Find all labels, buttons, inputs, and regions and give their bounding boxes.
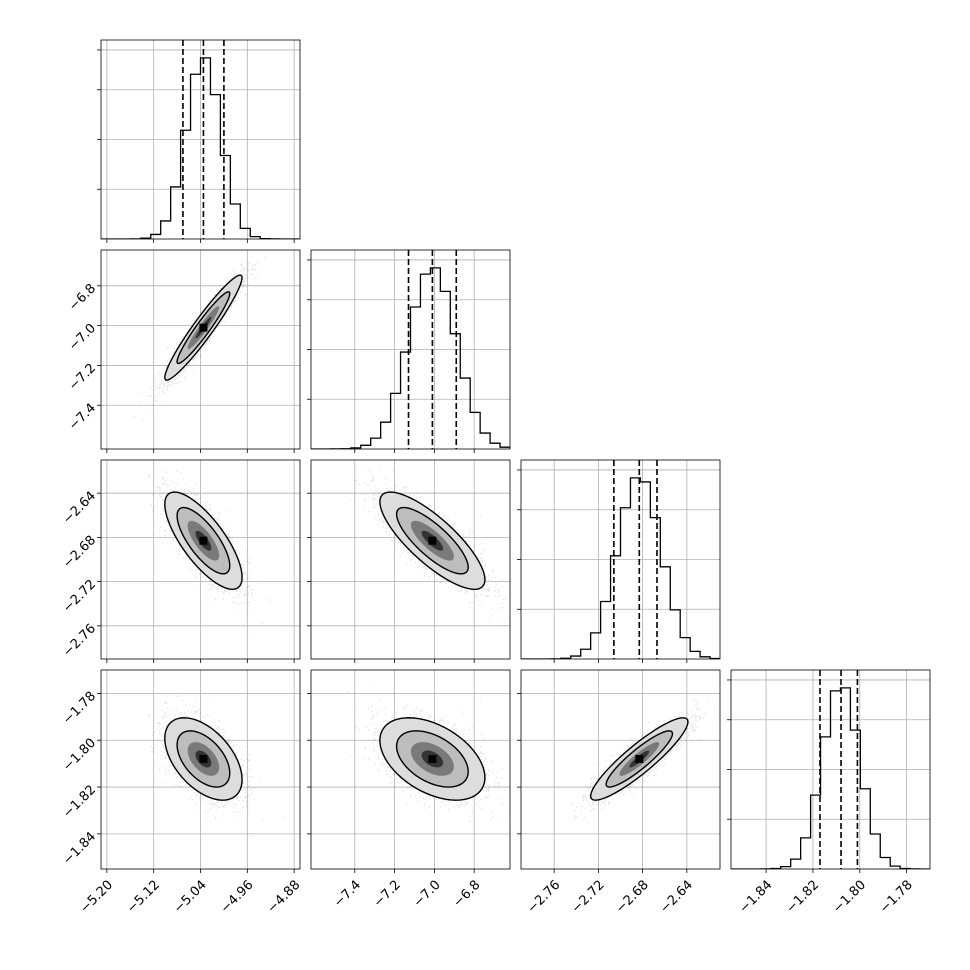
histogram-step [311,267,510,449]
panel-frame [520,669,721,870]
density-peak [635,754,644,763]
panel-plot-1-0 [101,250,300,449]
x-tick-label: −5.12 [124,878,163,917]
y-tick-label: −1.80 [60,736,99,775]
panel-2-1 [307,459,511,663]
panel-2-0: −2.76 −2.72 −2.68 −2.64 [60,459,301,663]
histogram-step [731,687,930,869]
y-tick-label: −7.0 [66,321,99,354]
panel-3-2: −2.76 −2.72 −2.68 −2.64 [517,669,721,917]
panel-plot-3-3 [731,670,930,869]
panel-plot-3-0 [101,670,300,869]
panel-plot-2-1 [311,460,510,659]
panel-3-3: −1.84 −1.82 −1.80 −1.78 [727,669,931,917]
x-tick-label: −1.80 [830,878,869,917]
x-tick-label: −5.04 [171,878,210,917]
y-tick-label: −6.8 [66,281,99,314]
x-tick-label: −1.82 [783,878,822,917]
panel-frame [310,459,511,660]
y-tick-label: −1.78 [60,689,99,728]
x-tick-label: −5.20 [77,878,116,917]
x-tick-label: −2.68 [613,878,652,917]
y-tick-label: −1.82 [60,782,99,821]
density-peak [428,536,437,545]
x-tick-label: −2.64 [657,878,696,917]
y-tick-label: −2.76 [60,621,99,660]
density-peak [199,323,208,332]
y-tick-label: −2.64 [60,489,99,528]
panel-plot-0-0 [101,40,300,239]
y-tick-label: −1.84 [60,829,99,868]
panel-3-0: −5.20 −5.12 −5.04 −4.96 −4.88 −1.84 −1.82 −1.80… [60,669,304,917]
x-tick-label: −7.4 [331,878,364,911]
panel-3-1: −7.4 −7.2 −7.0 −6.8 [307,669,511,911]
panel-plot-2-2 [521,460,720,659]
panel-plot-3-2 [521,670,720,869]
density-peak [199,536,208,545]
x-tick-label: −1.84 [737,878,776,917]
panel-1-0: −7.4 −7.2 −7.0 −6.8 [66,249,301,453]
x-tick-label: −2.72 [569,878,608,917]
panel-plot-3-1 [311,670,510,869]
x-tick-label: −4.88 [265,878,304,917]
x-tick-label: −7.2 [371,878,404,911]
x-tick-label: −6.8 [451,878,484,911]
panel-plot-1-1 [311,250,510,449]
x-tick-label: −7.0 [411,878,444,911]
panel-plot-2-0 [101,460,300,659]
y-tick-label: −2.68 [60,533,99,572]
x-tick-label: −1.78 [877,878,916,917]
y-tick-label: −2.72 [60,577,99,616]
density-peak [199,754,208,763]
histogram-step [521,477,720,659]
panel-0-0 [97,39,301,243]
x-tick-label: −4.96 [218,878,257,917]
panel-frame [310,669,511,870]
panel-1-1 [307,249,511,453]
panel-2-2 [517,459,721,663]
y-tick-label: −7.2 [66,361,99,394]
y-tick-label: −7.4 [66,401,99,434]
x-tick-label: −2.76 [525,878,564,917]
density-peak [428,754,437,763]
